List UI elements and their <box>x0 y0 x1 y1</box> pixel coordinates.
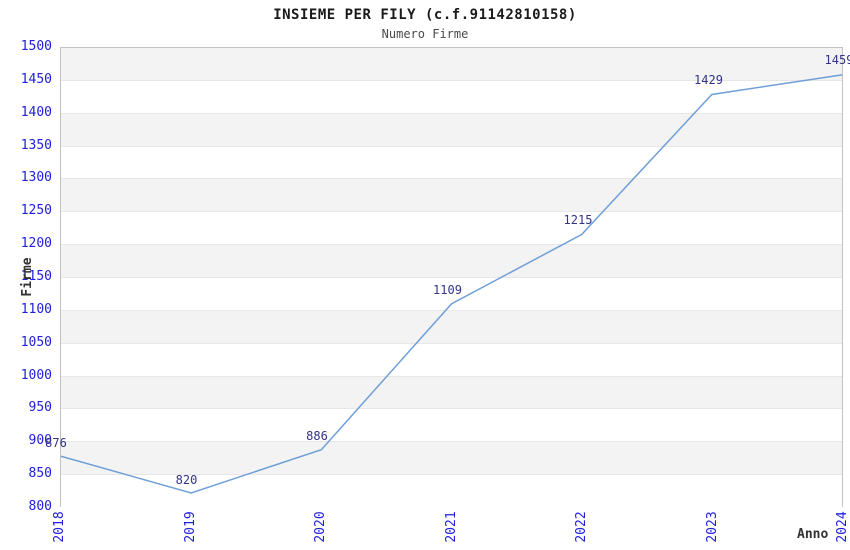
grid-band <box>61 212 842 246</box>
plot-area <box>60 47 843 508</box>
y-tick-label: 900 <box>28 433 52 449</box>
series-line <box>60 74 843 494</box>
y-tick-label: 950 <box>28 400 52 416</box>
grid-band <box>61 179 842 213</box>
chart-subtitle: Numero Firme <box>381 27 469 41</box>
grid-band <box>61 245 842 278</box>
x-tick-label: 2018 <box>52 511 67 543</box>
grid-band <box>61 48 842 81</box>
y-tick-label: 1350 <box>20 137 52 153</box>
grid-band <box>61 475 842 508</box>
y-tick-label: 1150 <box>20 269 52 284</box>
data-label: 1459 <box>824 52 850 67</box>
x-axis-title: Anno <box>797 527 829 542</box>
y-tick-label: 1300 <box>20 170 52 186</box>
grid-band <box>61 442 842 476</box>
data-label: 820 <box>175 472 198 487</box>
x-tick-label: 2020 <box>313 511 328 543</box>
x-tick-label: 2021 <box>443 511 459 543</box>
grid-band <box>61 376 842 410</box>
y-tick-label: 1100 <box>20 301 52 317</box>
x-tick-label: 2022 <box>574 511 589 543</box>
grid-band <box>61 278 842 311</box>
y-tick-label: 1400 <box>20 104 52 120</box>
y-tick-label: 850 <box>28 466 52 482</box>
grid-band <box>61 113 842 147</box>
y-tick-label: 1000 <box>20 367 52 383</box>
x-tick-label: 2023 <box>704 511 720 543</box>
grid-band <box>61 80 842 114</box>
series-plot <box>60 74 843 494</box>
data-label: 1215 <box>563 213 593 228</box>
y-tick-label: 1450 <box>20 71 52 87</box>
x-tick-label: 2019 <box>182 511 198 543</box>
y-tick-label: 800 <box>28 499 52 514</box>
y-tick-label: 1050 <box>20 334 52 350</box>
x-tick-label: 2024 <box>835 511 850 543</box>
data-label: 886 <box>306 429 328 444</box>
y-tick-label: 1250 <box>20 203 52 219</box>
grid-band <box>61 409 842 443</box>
y-axis-title: Firme <box>20 257 35 297</box>
y-tick-label: 1500 <box>20 39 52 54</box>
grid-band <box>61 310 842 344</box>
y-tick-label: 1200 <box>20 236 52 252</box>
data-label: 1429 <box>694 72 723 87</box>
grid-band <box>61 343 842 377</box>
data-label: 876 <box>45 436 67 451</box>
chart-title: INSIEME PER FILY (c.f.91142810158) <box>273 7 577 23</box>
data-label: 1109 <box>433 282 462 297</box>
grid-band <box>61 146 842 180</box>
